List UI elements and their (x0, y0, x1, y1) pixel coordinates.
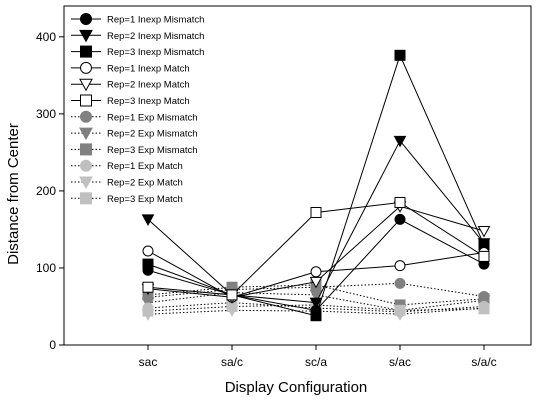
legend-marker (80, 13, 92, 25)
y-tick-label: 0 (49, 338, 56, 352)
legend-item: Rep=3 Exp Mismatch (71, 143, 198, 156)
legend-marker (80, 192, 92, 205)
data-point (394, 49, 406, 61)
data-point (142, 258, 154, 270)
data-point (394, 213, 406, 225)
legend-label: Rep=1 Inexp Match (107, 63, 190, 74)
x-axis: sac sa/c sc/a s/ac s/a/c (139, 345, 497, 369)
legend-label: Rep=1 Inexp Mismatch (107, 15, 204, 26)
legend-label: Rep=2 Inexp Mismatch (107, 31, 204, 42)
legend-label: Rep=2 Exp Mismatch (107, 129, 198, 140)
data-point (394, 196, 406, 208)
data-point (394, 260, 406, 272)
legend-item: Rep=1 Inexp Match (71, 61, 190, 74)
data-point (478, 303, 490, 315)
legend-item: Rep=2 Exp Match (71, 176, 183, 190)
x-tick-label: sac (139, 355, 158, 369)
legend-marker (80, 159, 92, 172)
y-axis: 0 100 200 300 400 (36, 30, 64, 352)
data-point (142, 305, 154, 317)
legend-label: Rep=1 Exp Mismatch (107, 112, 198, 123)
y-tick-label: 100 (36, 261, 56, 275)
y-tick-label: 200 (36, 184, 56, 198)
plot-area-border (63, 5, 532, 346)
series-layer (141, 49, 491, 322)
legend-marker (80, 143, 92, 156)
legend-label: Rep=3 Exp Mismatch (107, 145, 198, 156)
data-point (477, 225, 491, 238)
legend-item: Rep=2 Inexp Match (71, 78, 190, 92)
y-axis-title: Distance from Center (5, 123, 22, 265)
legend-item: Rep=3 Inexp Mismatch (71, 45, 204, 58)
legend-marker (80, 110, 92, 123)
legend-label: Rep=2 Exp Match (107, 178, 183, 189)
data-point (310, 310, 322, 322)
data-point (394, 277, 406, 289)
legend-label: Rep=2 Inexp Match (107, 80, 190, 91)
y-tick-label: 300 (36, 107, 56, 121)
data-point (142, 245, 154, 257)
legend-marker (80, 61, 92, 74)
data-point (141, 214, 155, 226)
x-tick-label: s/a/c (471, 355, 496, 369)
legend-item: Rep=1 Exp Match (71, 159, 183, 172)
legend-label: Rep=1 Exp Match (107, 161, 183, 172)
legend-marker (79, 176, 93, 190)
data-point (226, 289, 238, 301)
legend-item: Rep=3 Inexp Match (71, 94, 190, 107)
legend-marker (79, 127, 93, 141)
data-point (309, 297, 323, 310)
legend: Rep=1 Inexp Mismatch Rep=2 Inexp Mismatch… (71, 13, 204, 205)
legend-label: Rep=3 Inexp Mismatch (107, 47, 204, 58)
data-point (142, 281, 154, 293)
data-point (309, 276, 323, 289)
data-point (394, 304, 406, 316)
x-tick-label: sa/c (221, 355, 243, 369)
legend-item: Rep=2 Exp Mismatch (71, 127, 198, 141)
data-point (309, 289, 323, 302)
legend-item: Rep=2 Inexp Mismatch (71, 29, 204, 43)
data-point (478, 250, 490, 262)
legend-label: Rep=3 Exp Match (107, 194, 183, 205)
data-point (310, 206, 322, 218)
legend-marker (79, 78, 93, 92)
data-point (393, 135, 407, 148)
legend-marker (79, 29, 93, 43)
series-6 (142, 196, 490, 301)
legend-item: Rep=1 Exp Mismatch (71, 110, 198, 123)
legend-item: Rep=3 Exp Match (71, 192, 183, 205)
legend-label: Rep=3 Inexp Match (107, 96, 190, 107)
legend-marker (80, 45, 92, 58)
x-tick-label: s/ac (389, 355, 411, 369)
x-axis-title: Display Configuration (225, 379, 368, 396)
y-tick-label: 400 (36, 30, 56, 44)
data-point (310, 266, 322, 278)
legend-item: Rep=1 Inexp Mismatch (71, 13, 204, 26)
legend-marker (80, 94, 92, 107)
x-tick-label: sc/a (305, 355, 327, 369)
plot-frame (63, 5, 532, 346)
